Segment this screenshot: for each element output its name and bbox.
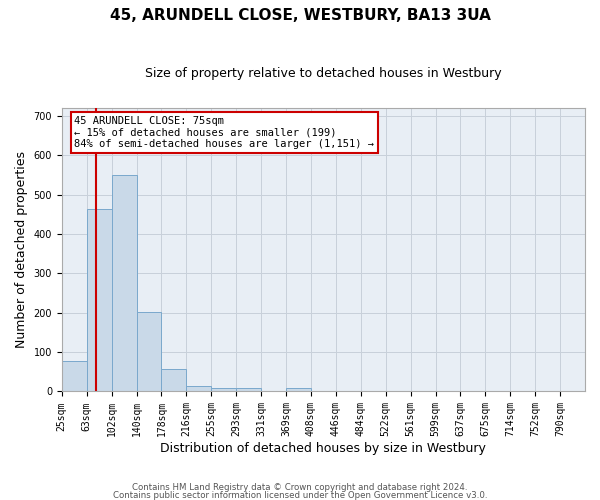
Bar — [112, 174, 137, 392]
Bar — [161, 369, 187, 392]
Text: 45, ARUNDELL CLOSE, WESTBURY, BA13 3UA: 45, ARUNDELL CLOSE, WESTBURY, BA13 3UA — [110, 8, 490, 22]
Text: Contains public sector information licensed under the Open Government Licence v3: Contains public sector information licen… — [113, 490, 487, 500]
Bar — [62, 361, 86, 392]
Title: Size of property relative to detached houses in Westbury: Size of property relative to detached ho… — [145, 68, 502, 80]
Bar — [86, 209, 112, 392]
Bar — [211, 388, 236, 392]
Text: 45 ARUNDELL CLOSE: 75sqm
← 15% of detached houses are smaller (199)
84% of semi-: 45 ARUNDELL CLOSE: 75sqm ← 15% of detach… — [74, 116, 374, 149]
Bar — [137, 312, 161, 392]
Bar — [236, 388, 261, 392]
Text: Contains HM Land Registry data © Crown copyright and database right 2024.: Contains HM Land Registry data © Crown c… — [132, 484, 468, 492]
Bar — [286, 388, 311, 392]
X-axis label: Distribution of detached houses by size in Westbury: Distribution of detached houses by size … — [160, 442, 487, 455]
Y-axis label: Number of detached properties: Number of detached properties — [15, 152, 28, 348]
Bar — [187, 386, 211, 392]
